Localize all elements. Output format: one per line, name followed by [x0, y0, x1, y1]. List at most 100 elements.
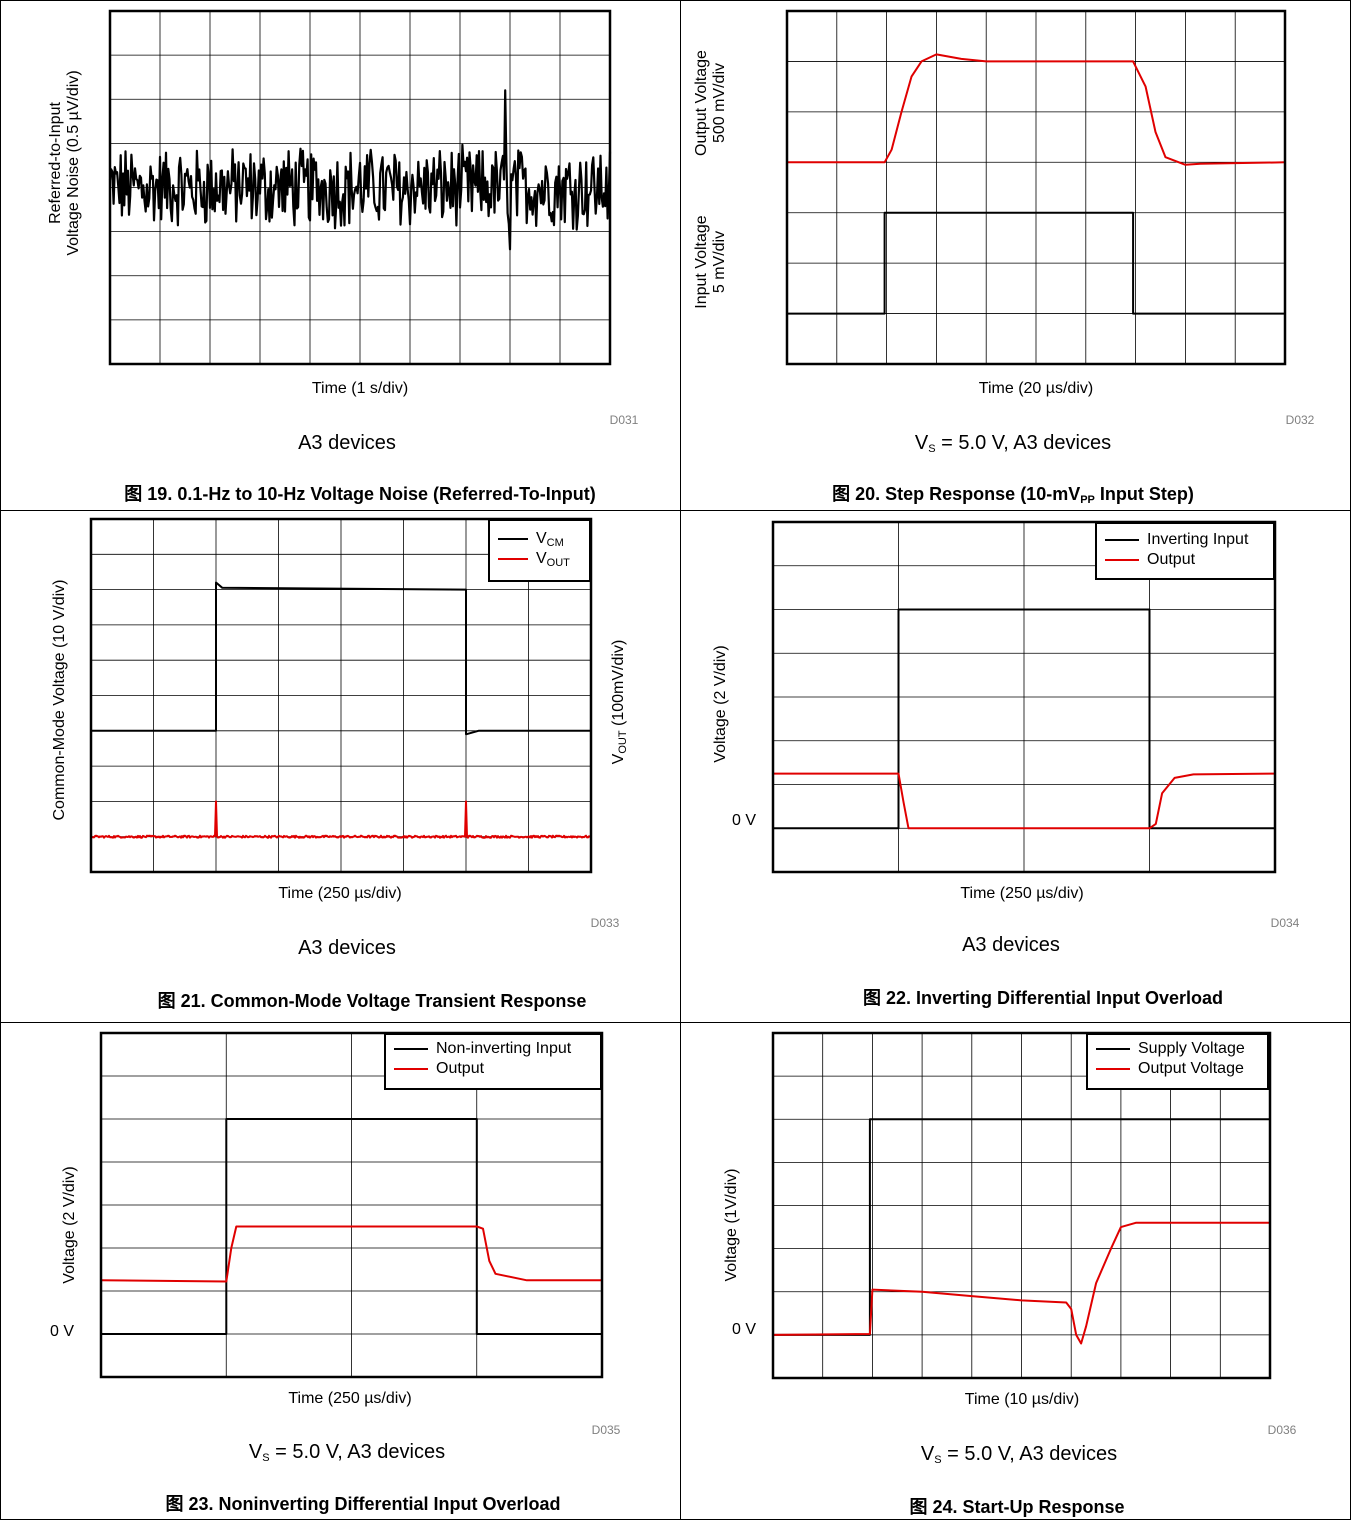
chart-22-caption-prefix: 图 22. — [862, 988, 911, 1008]
chart-20-caption-prefix: 图 20. — [832, 484, 881, 504]
chart-23-cond-sub: S — [262, 1452, 270, 1464]
chart-23-legend-row-output: Output — [386, 1059, 600, 1079]
chart-21-conditions: A3 devices — [298, 937, 396, 959]
chart-22-conditions: A3 devices — [962, 934, 1060, 956]
chart-22-code: D034 — [1270, 916, 1300, 930]
chart-22-ylabel: Voltage (2 V/div) — [712, 645, 729, 763]
chart-23-caption-prefix: 图 23. — [165, 1494, 214, 1514]
figure-24: Voltage (1V/div) 0 V Supply Voltage Outp… — [681, 1023, 1351, 1520]
chart-24-legend-swatch-output — [1096, 1068, 1130, 1070]
chart-22-zero-label: 0 V — [732, 812, 757, 829]
chart-22-series-0-line — [773, 608, 1275, 830]
chart-19-caption-text: 0.1-Hz to 10-Hz Voltage Noise (Referred-… — [177, 484, 596, 504]
chart-24-conditions: VS = 5.0 V, A3 devices — [921, 1443, 1117, 1466]
chart-24-caption-prefix: 图 24. — [909, 1497, 958, 1517]
chart-19-caption: 图 19. 0.1-Hz to 10-Hz Voltage Noise (Ref… — [124, 480, 595, 506]
chart-19-ylabel: Referred-to-Input Voltage Noise (0.5 µV/… — [47, 23, 83, 303]
chart-24-caption: 图 24. Start-Up Response — [909, 1493, 1124, 1519]
chart-21-plot-border — [89, 517, 593, 874]
chart-22-caption-text: Inverting Differential Input Overload — [916, 988, 1224, 1008]
chart-19-plot-border — [108, 9, 612, 366]
chart-24-caption-text: Start-Up Response — [962, 1497, 1125, 1517]
chart-23-zero-label: 0 V — [50, 1323, 75, 1340]
chart-23-cond-tail: = 5.0 V, A3 devices — [269, 1441, 446, 1463]
chart-20-caption: 图 20. Step Response (10-mVPP Input Step) — [832, 480, 1194, 506]
chart-21-series-1-line — [90, 800, 592, 839]
chart-20-cond-tail: = 5.0 V, A3 devices — [935, 432, 1112, 454]
chart-23-svg — [99, 1031, 604, 1379]
chart-20-code: D032 — [1285, 413, 1315, 427]
chart-22-legend-swatch-input — [1105, 539, 1139, 541]
chart-20-cond-v: V — [914, 432, 929, 454]
chart-21-xlabel: Time (250 µs/div) — [278, 885, 402, 902]
chart-23-legend-label-output: Output — [436, 1060, 485, 1077]
chart-21-ylabel-right-v: V — [610, 753, 627, 765]
chart-23-code: D035 — [591, 1423, 621, 1437]
figure-19: Referred-to-Input Voltage Noise (0.5 µV/… — [0, 0, 680, 510]
chart-24-plot-border — [771, 1031, 1272, 1380]
chart-24-legend-label-supply: Supply Voltage — [1138, 1040, 1245, 1057]
chart-20-series-1-line — [787, 211, 1285, 315]
chart-24-ylabel: Voltage (1V/div) — [723, 1168, 740, 1282]
chart-21-legend-vout-sub: OUT — [546, 556, 570, 569]
chart-23-series-0-line — [101, 1118, 602, 1335]
chart-21-series-0-line — [91, 581, 591, 736]
chart-24-cond-v: V — [920, 1443, 935, 1465]
chart-23-legend-row-input: Non-inverting Input — [386, 1039, 600, 1059]
chart-24-cond-tail: = 5.0 V, A3 devices — [941, 1443, 1118, 1465]
chart-24-legend-row-supply: Supply Voltage — [1088, 1039, 1267, 1059]
chart-24-series-1-line — [772, 1221, 1270, 1345]
chart-21-caption-prefix: 图 21. — [157, 991, 206, 1011]
chart-23-ylabel: Voltage (2 V/div) — [61, 1166, 78, 1284]
chart-22-legend-label-input: Inverting Input — [1147, 531, 1249, 548]
chart-20-plot-border — [785, 9, 1287, 366]
chart-22-series-1-line — [773, 772, 1276, 830]
chart-21-legend-label-vcm: VCM — [536, 530, 564, 549]
chart-20-caption-text: Step Response (10-mV — [885, 484, 1081, 504]
chart-20-xlabel: Time (20 µs/div) — [978, 380, 1094, 397]
chart-23-caption: 图 23. Noninverting Differential Input Ov… — [165, 1490, 560, 1516]
chart-21-legend-swatch-vcm — [498, 538, 528, 540]
chart-24-legend: Supply Voltage Output Voltage — [1086, 1033, 1269, 1090]
chart-19-svg — [108, 9, 612, 366]
chart-24-code: D036 — [1267, 1423, 1297, 1437]
chart-24-xlabel: Time (10 µs/div) — [964, 1391, 1080, 1408]
chart-20-ylabel-upper-line1: Output Voltage — [693, 50, 710, 156]
frame-row-divider-2 — [0, 1022, 1351, 1023]
chart-20-ylabel-lower: Input Voltage 5 mV/div — [693, 192, 729, 332]
frame-mid-vertical — [680, 0, 681, 1520]
chart-20-caption-tail: Input Step) — [1094, 484, 1194, 504]
chart-20-ylabel-lower-line1: Input Voltage — [693, 215, 710, 309]
chart-19-ylabel-line2: Voltage Noise (0.5 µV/div) — [65, 70, 82, 256]
chart-22-legend-row-input: Inverting Input — [1097, 530, 1273, 550]
chart-19-caption-prefix: 图 19. — [124, 484, 173, 504]
chart-21-legend-row-vcm: VCM — [490, 529, 589, 549]
chart-20-ylabel-lower-line2: 5 mV/div — [711, 230, 728, 294]
chart-24-legend-row-output: Output Voltage — [1088, 1059, 1267, 1079]
figure-22: Voltage (2 V/div) 0 V Inverting Input Ou… — [681, 511, 1351, 1022]
chart-23-legend-label-input: Non-inverting Input — [436, 1040, 572, 1057]
chart-23-xlabel: Time (250 µs/div) — [288, 1390, 412, 1407]
chart-20-series-0-line — [787, 53, 1286, 166]
chart-24-cond-sub: S — [934, 1454, 942, 1466]
chart-23-legend-swatch-input — [394, 1048, 428, 1050]
chart-23-legend-swatch-output — [394, 1068, 428, 1070]
chart-19-ylabel-line1: Referred-to-Input — [47, 102, 64, 224]
chart-21-legend: VCM VOUT — [488, 519, 591, 582]
chart-21-legend-label-vout: VOUT — [536, 550, 570, 569]
chart-21-legend-vcm-sub: CM — [546, 536, 564, 549]
chart-23-cond-v: V — [248, 1441, 263, 1463]
figure-23: Voltage (2 V/div) 0 V Non-inverting Inpu… — [0, 1023, 680, 1520]
figure-21: Common-Mode Voltage (10 V/div) VOUT (100… — [0, 511, 680, 1022]
chart-22-caption: 图 22. Inverting Differential Input Overl… — [863, 984, 1223, 1010]
chart-21-caption-text: Common-Mode Voltage Transient Response — [210, 991, 587, 1011]
frame-row-divider-1 — [0, 510, 1351, 511]
chart-20-cond-sub: S — [928, 443, 936, 455]
chart-19-code: D031 — [609, 413, 639, 427]
chart-19-series-0-line — [108, 89, 612, 251]
chart-23-plot-border — [99, 1031, 604, 1379]
chart-21-ylabel-right: VOUT (100mV/div) — [610, 597, 632, 807]
frame-left — [0, 0, 1, 1520]
chart-23-conditions: VS = 5.0 V, A3 devices — [249, 1441, 445, 1464]
chart-22-legend-swatch-output — [1105, 559, 1139, 561]
